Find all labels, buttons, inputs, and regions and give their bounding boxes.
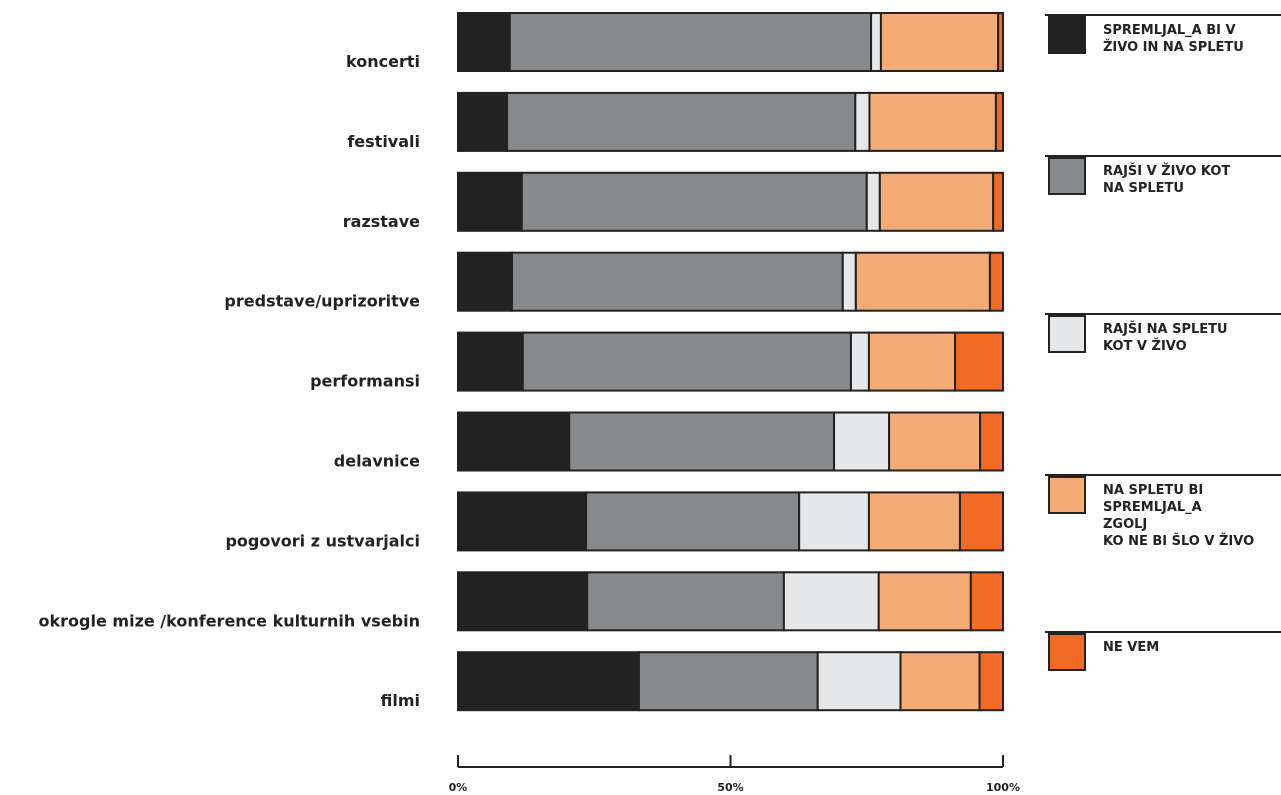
bar-segment [568, 411, 836, 472]
legend-label: NA SPLETU BI SPREMLJAL_A ZGOLJ KO NE BI … [1103, 483, 1255, 549]
legend-swatch [1048, 315, 1086, 353]
bar-segment [506, 91, 857, 152]
bar-segment [457, 91, 509, 152]
bar-segment [958, 491, 1005, 552]
bar-segment [520, 171, 868, 232]
bar-segment [586, 571, 785, 632]
bar-segment [508, 12, 873, 72]
bar-segment [992, 171, 1005, 232]
legend-label: NE VEM [1103, 640, 1160, 655]
legend-label: RAJŠI NA SPLETU KOT V ŽIVO [1103, 322, 1228, 354]
bar-segment [457, 651, 640, 712]
legend-entry: RAJŠI NA SPLETU KOT V ŽIVO [1045, 313, 1281, 354]
category-label: predstave/uprizoritve [224, 292, 420, 311]
bar-segment [510, 251, 844, 312]
x-tick-label: 0% [449, 781, 468, 794]
legend-entry: NA SPLETU BI SPREMLJAL_A ZGOLJ KO NE BI … [1045, 474, 1281, 549]
bar-segment [878, 171, 995, 232]
bar-segment [637, 651, 819, 712]
bar-segment [585, 491, 801, 552]
legend-label: SPREMLJAL_A BI V ŽIVO IN NA SPLETU [1103, 23, 1244, 55]
bar-segment [877, 571, 972, 632]
legend-swatch [1048, 157, 1086, 195]
legend-swatch [1048, 633, 1086, 671]
bar-segment [854, 251, 991, 312]
bar-segment [954, 331, 1004, 392]
bar-segment [798, 491, 870, 552]
bar-segment [457, 12, 511, 72]
bar-segment [816, 651, 902, 712]
bar-segment [879, 12, 1000, 72]
bar-segment [457, 251, 513, 312]
bar-segment [870, 12, 882, 72]
legend-entry: NE VEM [1045, 631, 1281, 671]
bar-segment [868, 91, 997, 152]
bar-segment [521, 331, 852, 392]
bar-segment [867, 491, 961, 552]
bar-segment [994, 91, 1004, 152]
bar-segment [979, 411, 1004, 472]
bar-segment [888, 411, 982, 472]
legend-swatch [1048, 476, 1086, 514]
category-label: pogovori z ustvarjalci [225, 531, 420, 550]
bar-segment [457, 571, 589, 632]
legend-entry: RAJŠI V ŽIVO KOT NA SPLETU [1045, 155, 1281, 196]
category-label: filmi [381, 691, 421, 710]
legend-swatch [1048, 16, 1086, 54]
category-label: koncerti [346, 52, 420, 71]
legend-label: RAJŠI V ŽIVO KOT NA SPLETU [1103, 164, 1231, 196]
bar-segment [969, 571, 1004, 632]
bar-segment [865, 171, 881, 232]
x-tick-label: 50% [717, 781, 743, 794]
category-label: razstave [343, 212, 420, 231]
category-label: delavnice [334, 452, 420, 471]
bar-segment [833, 411, 891, 472]
bar-segment [849, 331, 870, 392]
x-tick-label: 100% [986, 781, 1020, 794]
bar-segment [854, 91, 871, 152]
bar-segment [997, 12, 1004, 72]
bar-segment [457, 331, 524, 392]
category-label: festivali [347, 132, 420, 151]
category-label: okrogle mize /konference kulturnih vsebi… [39, 611, 420, 630]
bar-segment [978, 651, 1005, 712]
bar-segment [988, 251, 1004, 312]
legend-entry: SPREMLJAL_A BI V ŽIVO IN NA SPLETU [1045, 14, 1281, 55]
bar-segment [457, 411, 571, 472]
bar-segment [457, 491, 588, 552]
bar-segment [457, 171, 523, 232]
category-label: performansi [310, 372, 420, 391]
bar-segment [841, 251, 857, 312]
bar-segment [899, 651, 981, 712]
bar-segment [867, 331, 957, 392]
bar-segment [782, 571, 880, 632]
